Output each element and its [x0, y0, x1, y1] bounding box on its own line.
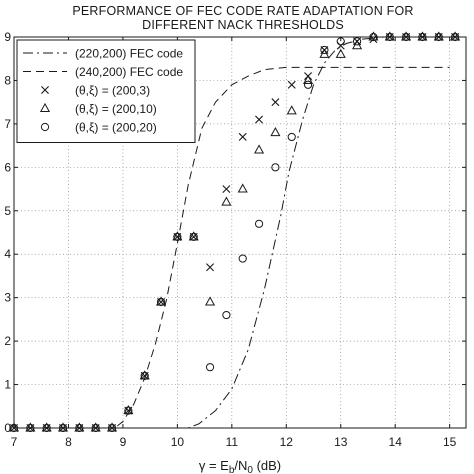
data-point-triangle: [57, 422, 69, 432]
data-point-triangle: [254, 144, 265, 154]
x-axis-label: γ = Eb/N0 (dB): [199, 458, 281, 474]
data-point-triangle: [188, 231, 199, 241]
data-point-triangle: [319, 48, 330, 58]
data-point-triangle: [335, 48, 346, 58]
data-point-circle: [254, 219, 264, 228]
data-point-triangle: [286, 105, 297, 115]
data-point-triangle: [74, 422, 85, 432]
legend-label: (θ,ξ) = (200,3): [75, 84, 150, 98]
y-tick-label: 7: [4, 117, 11, 131]
data-point-triangle: [90, 422, 101, 432]
data-point-circle: [320, 45, 329, 55]
y-tick-label: 3: [4, 291, 11, 305]
data-point-circle: [189, 232, 198, 241]
data-point-triangle: [270, 126, 281, 137]
y-tick-label: 4: [4, 247, 11, 261]
y-tick-label: 9: [4, 30, 11, 44]
data-point-triangle: [8, 422, 20, 432]
data-point-circle: [238, 254, 247, 263]
data-point-triangle: [450, 31, 461, 41]
chart-title: PERFORMANCE OF FEC CODE RATE ADAPTATION …: [72, 4, 413, 32]
data-point-circle: [287, 132, 296, 142]
plot-frame: [13, 36, 467, 429]
data-point-circle: [173, 232, 182, 241]
data-point-triangle: [106, 422, 118, 432]
data-point-x: [255, 115, 264, 124]
x-tick-label: 14: [389, 435, 403, 449]
data-point-circle: [222, 310, 231, 320]
data-point-circle: [303, 80, 313, 89]
chart-title-line-2: DIFFERENT NACK THRESHOLDS: [142, 18, 344, 32]
data-point-circle: [124, 406, 133, 415]
series-line-0: [14, 36, 466, 429]
y-tick-label: 8: [4, 73, 11, 87]
data-point-triangle: [384, 31, 395, 41]
y-tick-label: 2: [4, 334, 11, 348]
legend-marker: [41, 86, 49, 94]
data-point-x: [336, 41, 345, 50]
grid-lines: [14, 37, 466, 428]
x-tick-label: 12: [280, 435, 294, 449]
legend-label: (θ,ξ) = (200,20): [75, 121, 157, 135]
legend: (220,200) FEC code (240,200) FEC code (θ,ξ…: [16, 39, 196, 143]
data-point-triangle: [123, 404, 134, 415]
x-tick-label: 11: [226, 435, 239, 449]
data-point-circle: [271, 163, 280, 172]
legend-label: (240,200) FEC code: [75, 65, 183, 79]
y-tick-label: 6: [4, 160, 11, 174]
data-point-circle: [140, 371, 149, 380]
data-point-triangle: [205, 296, 216, 306]
data-point-x: [287, 80, 296, 89]
data-point-triangle: [221, 196, 232, 206]
data-point-triangle: [433, 31, 444, 41]
data-point-triangle: [303, 74, 314, 84]
x-tick-label: 7: [11, 435, 18, 449]
x-tick-label: 15: [443, 435, 457, 449]
data-point-x: [238, 132, 247, 141]
data-point-circle: [205, 363, 215, 372]
data-point-circle: [352, 37, 362, 46]
legend-marker: [39, 102, 51, 112]
y-tick-label: 1: [4, 378, 11, 392]
data-point-triangle: [155, 296, 167, 306]
x-tick-label: 9: [120, 435, 127, 449]
data-point-x: [206, 263, 215, 272]
data-point-triangle: [139, 370, 150, 380]
x-tick-label: 13: [334, 435, 348, 449]
legend-label: (220,200) FEC code: [75, 47, 183, 61]
data-point-x: [271, 98, 280, 107]
chart-title-line-1: PERFORMANCE OF FEC CODE RATE ADAPTATION …: [72, 4, 413, 18]
legend-label: (θ,ξ) = (200,10): [75, 102, 157, 116]
x-tick-label: 10: [171, 435, 185, 449]
data-point-circle: [156, 297, 166, 307]
data-point-triangle: [172, 231, 183, 241]
x-tick-label: 8: [65, 435, 72, 449]
data-point-triangle: [352, 40, 363, 50]
data-point-triangle: [368, 31, 379, 41]
data-point-x: [222, 185, 231, 194]
data-point-triangle: [237, 183, 248, 193]
legend-marker: [40, 122, 50, 132]
data-point-triangle: [25, 422, 36, 432]
data-point-triangle: [41, 422, 52, 432]
y-tick-label: 0: [4, 421, 11, 435]
data-point-triangle: [417, 31, 428, 41]
series-line-1: [14, 66, 450, 429]
y-tick-label: 5: [4, 204, 11, 218]
data-point-triangle: [401, 31, 412, 41]
